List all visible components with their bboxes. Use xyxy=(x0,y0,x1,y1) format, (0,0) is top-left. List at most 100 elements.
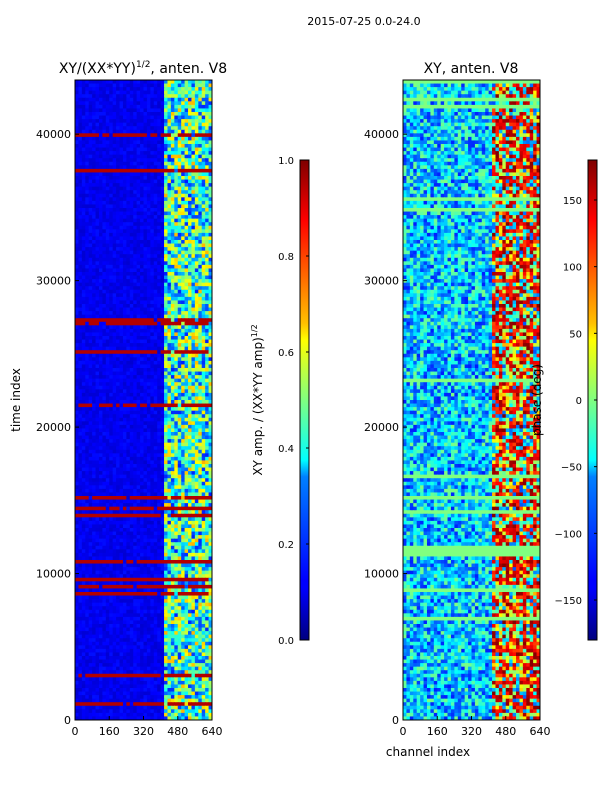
heatmap-cell xyxy=(136,261,141,266)
heatmap-cell xyxy=(170,154,175,159)
heatmap-cell xyxy=(126,442,131,447)
heatmap-cell xyxy=(95,417,100,422)
heatmap-cell xyxy=(191,410,196,415)
heatmap-cell xyxy=(119,432,124,437)
heatmap-cell xyxy=(205,218,210,223)
heatmap-cell xyxy=(167,183,172,188)
heatmap-cell xyxy=(105,240,110,245)
heatmap-cell xyxy=(177,488,182,494)
heatmap-cell xyxy=(98,232,103,238)
heatmap-cell xyxy=(191,289,196,294)
heatmap-cell xyxy=(126,481,131,486)
heatmap-cell xyxy=(164,318,169,323)
heatmap-cell xyxy=(105,464,110,469)
heatmap-cell xyxy=(167,122,172,127)
heatmap-cell xyxy=(198,236,203,241)
heatmap-cell xyxy=(81,183,86,188)
heatmap-cell xyxy=(122,229,127,234)
heatmap-cell xyxy=(160,296,165,302)
heatmap-cell xyxy=(167,204,172,209)
heatmap-cell xyxy=(188,296,193,302)
heatmap-cell xyxy=(105,261,110,266)
heatmap-cell xyxy=(143,496,148,501)
heatmap-cell xyxy=(112,300,117,305)
heatmap-cell xyxy=(81,350,86,355)
heatmap-cell xyxy=(85,421,90,426)
heatmap-cell xyxy=(205,325,210,330)
heatmap-cell xyxy=(191,286,196,291)
heatmap-cell xyxy=(129,389,134,394)
heatmap-cell xyxy=(136,446,141,451)
heatmap-cell xyxy=(201,80,206,85)
heatmap-cell xyxy=(146,503,151,508)
heatmap-cell xyxy=(112,186,117,191)
heatmap-cell xyxy=(126,97,131,102)
heatmap-cell xyxy=(116,272,121,277)
heatmap-cell xyxy=(126,520,131,526)
heatmap-cell xyxy=(75,510,80,515)
heatmap-cell xyxy=(136,435,141,440)
heatmap-cell xyxy=(85,247,90,252)
heatmap-cell xyxy=(136,346,141,351)
heatmap-cell xyxy=(109,492,114,497)
heatmap-cell xyxy=(205,506,210,511)
heatmap-cell xyxy=(205,428,210,433)
heatmap-cell xyxy=(170,243,175,248)
heatmap-cell xyxy=(116,126,121,131)
heatmap-cell xyxy=(153,80,158,85)
heatmap-cell xyxy=(198,460,203,465)
heatmap-cell xyxy=(133,467,138,472)
heatmap-cell xyxy=(85,478,90,483)
heatmap-cell xyxy=(208,417,212,422)
heatmap-cell xyxy=(205,321,210,326)
heatmap-cell xyxy=(133,503,138,508)
heatmap-cell xyxy=(167,236,172,241)
heatmap-cell xyxy=(75,94,80,99)
heatmap-cell xyxy=(129,268,134,273)
heatmap-cell xyxy=(146,332,151,337)
heatmap-cell xyxy=(201,360,206,366)
heatmap-cell xyxy=(170,136,175,142)
heatmap-cell xyxy=(160,211,165,216)
heatmap-cell xyxy=(136,112,141,117)
heatmap-cell xyxy=(153,200,158,206)
heatmap-cell xyxy=(157,471,162,476)
heatmap-cell xyxy=(119,371,124,376)
heatmap-cell xyxy=(105,474,110,479)
heatmap-cell xyxy=(150,229,155,234)
heatmap-cell xyxy=(98,410,103,415)
heatmap-cell xyxy=(126,229,131,234)
heatmap-cell xyxy=(181,257,186,262)
heatmap-cell xyxy=(105,247,110,252)
heatmap-cell xyxy=(181,225,186,230)
heatmap-cell xyxy=(143,129,148,134)
heatmap-cell xyxy=(129,129,134,134)
heatmap-cell xyxy=(164,517,169,522)
heatmap-cell xyxy=(164,293,169,298)
heatmap-cell xyxy=(75,478,80,483)
heatmap-cell xyxy=(198,439,203,444)
heatmap-cell xyxy=(164,328,169,334)
heatmap-cell xyxy=(109,140,114,145)
heatmap-cell xyxy=(126,513,131,518)
heatmap-cell xyxy=(167,396,172,401)
heatmap-cell xyxy=(81,176,86,181)
heatmap-cell xyxy=(102,371,107,376)
heatmap-cell xyxy=(85,261,90,266)
heatmap-cell xyxy=(105,275,110,280)
heatmap-cell xyxy=(177,254,182,259)
heatmap-cell xyxy=(122,204,127,209)
heatmap-cell xyxy=(201,400,206,405)
heatmap-cell xyxy=(194,332,199,337)
heatmap-cell xyxy=(116,122,121,127)
heatmap-cell xyxy=(102,243,107,248)
heatmap-cell xyxy=(116,279,121,284)
heatmap-cell xyxy=(136,168,141,174)
heatmap-cell xyxy=(133,382,138,387)
heatmap-cell xyxy=(157,364,162,369)
heatmap-cell xyxy=(208,193,212,198)
heatmap-cell xyxy=(184,304,189,309)
heatmap-cell xyxy=(198,467,203,472)
heatmap-cell xyxy=(129,108,134,113)
heatmap-cell xyxy=(116,151,121,156)
